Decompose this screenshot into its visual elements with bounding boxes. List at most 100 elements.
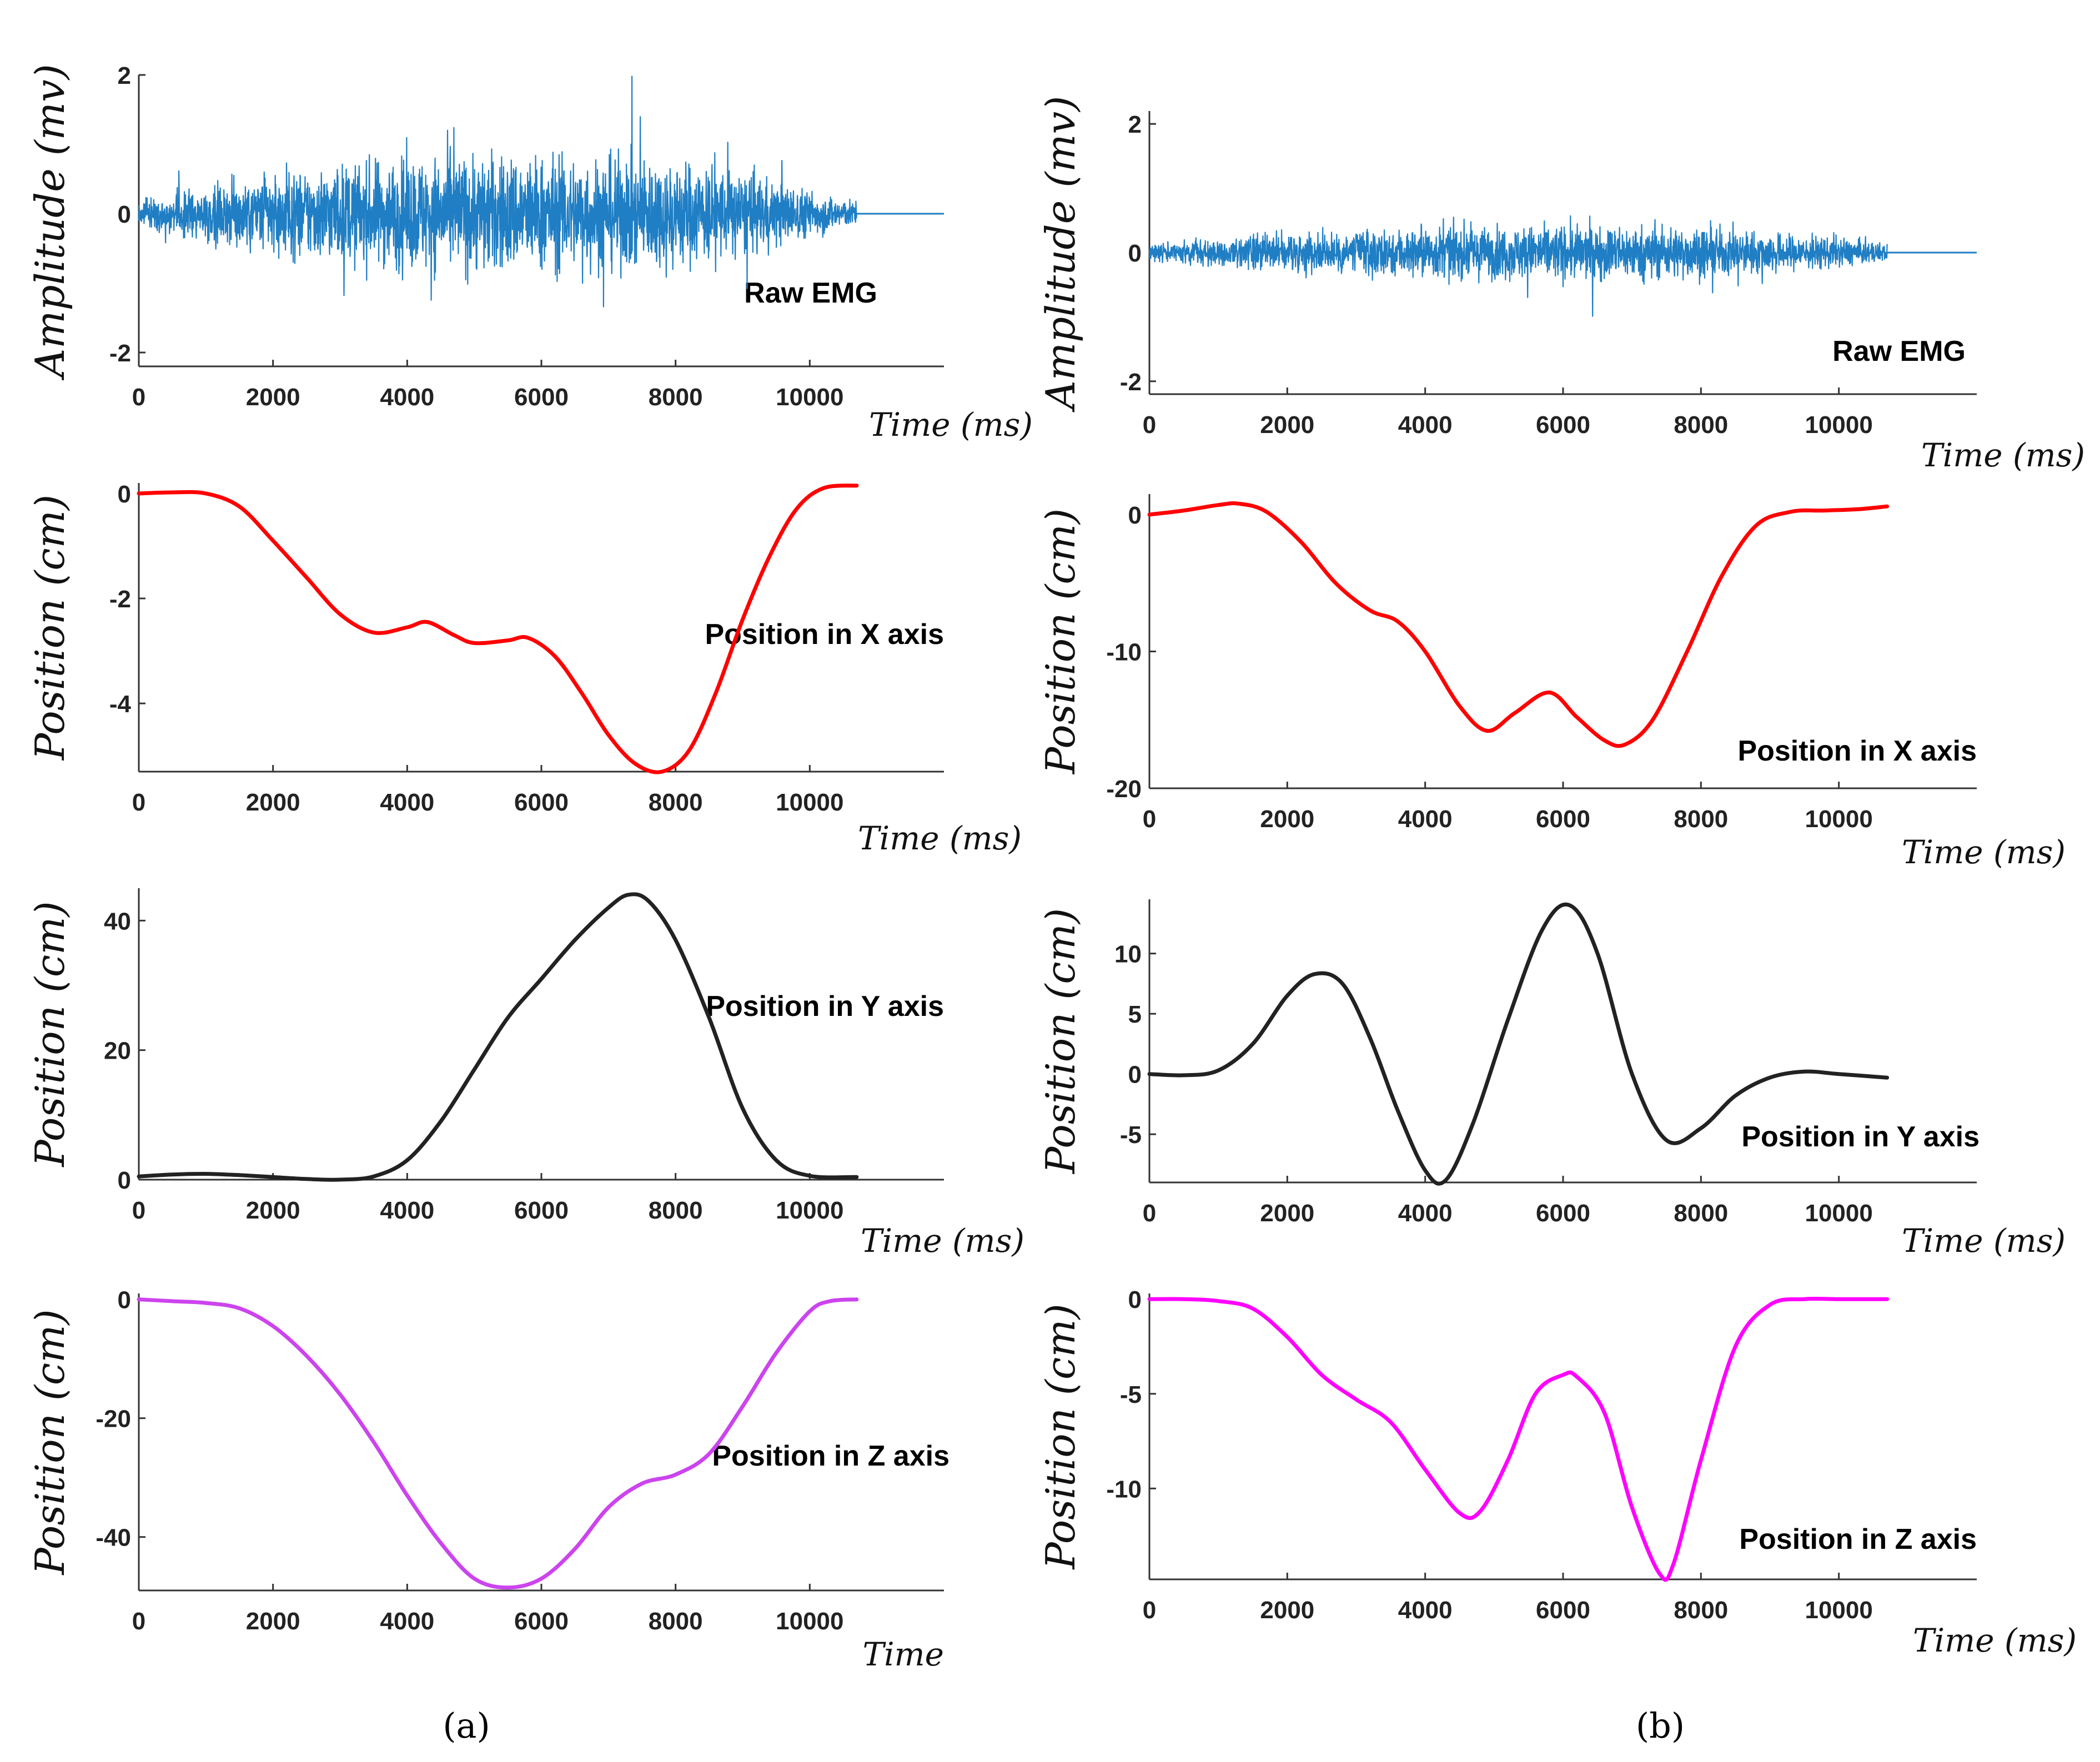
y-tick-label: 0 xyxy=(118,201,131,228)
y-tick-label: 2 xyxy=(1128,111,1142,138)
x-tick-label: 4000 xyxy=(1398,1200,1453,1227)
x-tick-label: 2000 xyxy=(246,789,300,816)
x-tick-label: 10000 xyxy=(776,789,843,816)
x-tick-label: 4000 xyxy=(380,1608,434,1635)
y-tick-label: -10 xyxy=(1106,638,1142,666)
x-tick-label: 2000 xyxy=(246,384,300,411)
x-tick-label: 6000 xyxy=(1536,411,1590,439)
x-axis-label: Time (ms) xyxy=(858,819,1022,857)
x-tick-label: 6000 xyxy=(1536,806,1590,833)
x-tick-label: 8000 xyxy=(649,789,703,816)
panel-label-a: (a) xyxy=(443,1705,490,1746)
x-axis-label: Time (ms) xyxy=(1913,1622,2077,1659)
y-tick-label: 0 xyxy=(1128,502,1142,529)
x-axis-label: Time (ms) xyxy=(1902,1222,2066,1260)
chart-a-x: 0 2000 4000 6000 8000 10000 0 -2 -4 Position (cm)… xyxy=(27,481,1022,857)
x-tick-label: 0 xyxy=(1143,411,1156,439)
y-tick-label: -20 xyxy=(96,1406,131,1433)
x-axis-label: Time (ms) xyxy=(1902,833,2066,871)
y-axis-label: Position (cm) xyxy=(1037,509,1084,775)
y-tick-label: 2 xyxy=(118,62,131,89)
x-tick-label: 2000 xyxy=(1260,1597,1314,1624)
y-tick-label: 20 xyxy=(104,1038,131,1065)
x-tick-label: 8000 xyxy=(649,1608,703,1635)
x-axis-label: Time (ms) xyxy=(869,406,1033,444)
x-tick-label: 2000 xyxy=(246,1608,300,1635)
x-tick-label: 0 xyxy=(132,1197,145,1224)
y-tick-label: -5 xyxy=(1120,1381,1142,1408)
x-tick-label: 10000 xyxy=(776,1197,843,1224)
x-tick-label: 8000 xyxy=(649,1197,703,1224)
x-tick-label: 6000 xyxy=(514,789,569,816)
y-tick-label: -40 xyxy=(96,1524,131,1552)
x-tick-label: 0 xyxy=(132,384,145,411)
series-annotation: Position in X axis xyxy=(705,618,944,651)
panel-label-b: (b) xyxy=(1636,1705,1685,1746)
x-tick-label: 10000 xyxy=(1805,1200,1872,1227)
y-tick-label: -2 xyxy=(1120,369,1142,396)
x-tick-label: 10000 xyxy=(1805,806,1872,833)
x-tick-label: 8000 xyxy=(649,384,703,411)
y-tick-label: -4 xyxy=(109,691,132,718)
y-tick-label: 5 xyxy=(1128,1001,1142,1028)
x-tick-label: 4000 xyxy=(1398,1597,1453,1624)
x-tick-label: 0 xyxy=(1143,1597,1156,1624)
x-tick-label: 4000 xyxy=(380,384,434,411)
x-tick-label: 4000 xyxy=(1398,806,1453,833)
x-tick-label: 6000 xyxy=(514,1608,569,1635)
x-tick-label: 10000 xyxy=(1805,1597,1872,1624)
chart-a-z: 0 2000 4000 6000 8000 10000 0 -20 -40 Position (c… xyxy=(27,1287,949,1673)
series-annotation: Position in X axis xyxy=(1737,735,1977,767)
x-tick-label: 6000 xyxy=(1536,1597,1590,1624)
y-tick-label: -2 xyxy=(109,586,131,613)
y-tick-label: -20 xyxy=(1106,776,1142,803)
x-tick-label: 8000 xyxy=(1674,1200,1728,1227)
series-line xyxy=(137,1297,859,1590)
x-tick-label: 8000 xyxy=(1674,806,1728,833)
x-tick-label: 2000 xyxy=(1260,1200,1314,1227)
x-tick-label: 10000 xyxy=(776,1608,843,1635)
chart-b-y: 0 2000 4000 6000 8000 10000 10 5 0 -5 Position (cm… xyxy=(1037,899,2066,1260)
series-annotation: Position in Y axis xyxy=(706,990,944,1023)
x-tick-label: 6000 xyxy=(514,1197,569,1224)
y-axis-label: Position (cm) xyxy=(1037,908,1084,1175)
x-tick-label: 0 xyxy=(1143,806,1156,833)
series-annotation: Position in Z axis xyxy=(712,1440,949,1472)
series-line xyxy=(1147,902,1890,1186)
x-tick-label: 4000 xyxy=(380,789,434,816)
series-line xyxy=(1147,501,1890,748)
y-tick-label: 0 xyxy=(1128,240,1142,267)
series-line xyxy=(137,892,859,1182)
x-tick-label: 6000 xyxy=(514,384,569,411)
x-tick-label: 2000 xyxy=(1260,411,1314,439)
series-line xyxy=(1147,1296,1890,1582)
x-tick-label: 4000 xyxy=(380,1197,434,1224)
emg-signal-line xyxy=(1148,215,1888,317)
y-axis-label: Position (cm) xyxy=(27,901,73,1167)
chart-b-x: 0 2000 4000 6000 8000 10000 0 -10 -20 Position (c… xyxy=(1037,494,2066,871)
series-annotation: Raw EMG xyxy=(1832,335,1966,367)
series-annotation: Raw EMG xyxy=(744,277,877,309)
y-axis-label: Amplitude (mv) xyxy=(1037,96,1084,412)
x-tick-label: 10000 xyxy=(1805,411,1872,439)
y-tick-label: -10 xyxy=(1106,1476,1142,1503)
y-tick-label: 40 xyxy=(104,908,131,935)
x-tick-label: 10000 xyxy=(776,384,843,411)
series-annotation: Position in Y axis xyxy=(1741,1121,1980,1153)
y-axis-label: Position (cm) xyxy=(1037,1303,1084,1570)
y-tick-label: -5 xyxy=(1120,1121,1142,1149)
y-axis-label: Position (cm) xyxy=(27,495,73,761)
emg-signal-line xyxy=(138,75,857,308)
y-axis-label: Position (cm) xyxy=(27,1309,73,1575)
y-tick-label: 0 xyxy=(1128,1286,1142,1313)
y-tick-label: 0 xyxy=(118,481,131,508)
series-annotation: Position in Z axis xyxy=(1739,1523,1977,1555)
y-tick-label: 0 xyxy=(1128,1061,1142,1089)
y-axis-label: Amplitude (mv) xyxy=(27,64,73,380)
x-tick-label: 2000 xyxy=(1260,806,1314,833)
x-axis-label: Time (ms) xyxy=(1921,436,2085,474)
x-tick-label: 8000 xyxy=(1674,411,1728,439)
x-tick-label: 4000 xyxy=(1398,411,1453,439)
